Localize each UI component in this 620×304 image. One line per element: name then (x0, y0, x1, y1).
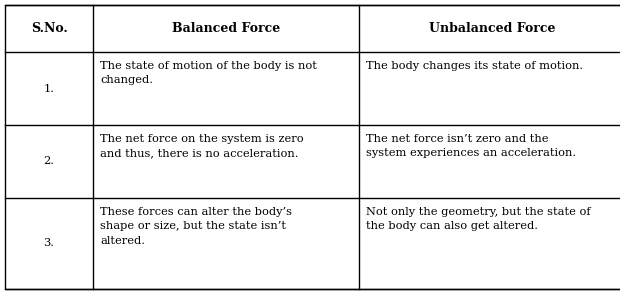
Text: Not only the geometry, but the state of
the body can also get altered.: Not only the geometry, but the state of … (366, 207, 591, 231)
Text: Unbalanced Force: Unbalanced Force (429, 22, 556, 35)
Text: Balanced Force: Balanced Force (172, 22, 280, 35)
Text: S.No.: S.No. (30, 22, 68, 35)
Text: These forces can alter the body’s
shape or size, but the state isn’t
altered.: These forces can alter the body’s shape … (100, 207, 292, 246)
Text: 2.: 2. (43, 157, 55, 167)
Text: The net force isn’t zero and the
system experiences an acceleration.: The net force isn’t zero and the system … (366, 134, 576, 158)
Text: The net force on the system is zero
and thus, there is no acceleration.: The net force on the system is zero and … (100, 134, 304, 158)
Text: The body changes its state of motion.: The body changes its state of motion. (366, 61, 583, 71)
Text: 1.: 1. (43, 84, 55, 94)
Text: 3.: 3. (43, 239, 55, 248)
Text: The state of motion of the body is not
changed.: The state of motion of the body is not c… (100, 61, 317, 85)
